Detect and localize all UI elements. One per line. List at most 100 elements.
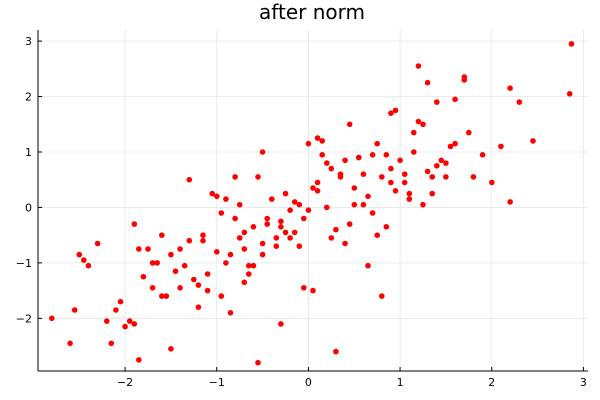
data-point bbox=[149, 260, 156, 266]
data-point bbox=[200, 237, 206, 244]
data-point bbox=[177, 285, 183, 291]
data-point bbox=[342, 240, 348, 247]
data-point bbox=[498, 143, 504, 150]
data-point bbox=[319, 138, 326, 144]
data-point bbox=[360, 171, 367, 177]
data-point bbox=[81, 257, 87, 263]
data-point bbox=[415, 118, 422, 125]
data-point bbox=[479, 152, 486, 158]
data-point bbox=[310, 287, 316, 294]
data-point bbox=[392, 107, 399, 114]
data-point bbox=[411, 149, 417, 155]
data-point bbox=[195, 304, 202, 311]
data-point bbox=[181, 262, 188, 269]
data-point bbox=[67, 340, 73, 347]
data-point bbox=[163, 293, 170, 299]
data-point bbox=[392, 188, 399, 194]
data-point bbox=[383, 152, 390, 158]
data-point bbox=[255, 174, 261, 180]
x-tick-label: 1 bbox=[397, 376, 404, 389]
x-tick-label: −2 bbox=[117, 376, 133, 389]
data-point bbox=[443, 174, 449, 180]
data-point bbox=[365, 193, 371, 200]
data-point bbox=[383, 224, 390, 230]
data-point bbox=[507, 85, 513, 91]
data-point bbox=[337, 174, 344, 180]
data-point bbox=[324, 204, 330, 211]
data-point bbox=[365, 262, 371, 269]
y-tick-label: 1 bbox=[25, 146, 32, 159]
y-tick-label: 3 bbox=[25, 35, 32, 48]
data-point bbox=[301, 285, 307, 291]
data-point bbox=[168, 346, 174, 352]
tick-labels: −2 −1 0 1 2 3 −2 −1 0 1 2 3 bbox=[16, 35, 587, 389]
data-point bbox=[269, 196, 275, 202]
data-point bbox=[214, 193, 220, 200]
data-point bbox=[429, 190, 436, 197]
data-point bbox=[136, 357, 142, 363]
data-point bbox=[232, 174, 238, 180]
data-point bbox=[443, 160, 449, 166]
data-point bbox=[310, 185, 316, 191]
data-point bbox=[324, 160, 330, 166]
data-point bbox=[227, 310, 234, 316]
data-point bbox=[259, 240, 266, 247]
data-point bbox=[236, 235, 243, 241]
data-point bbox=[401, 171, 408, 177]
data-point bbox=[434, 99, 440, 105]
data-point bbox=[278, 224, 284, 230]
data-point bbox=[342, 157, 348, 164]
data-point bbox=[282, 229, 289, 236]
data-point bbox=[259, 149, 266, 155]
data-point bbox=[287, 207, 293, 213]
data-points bbox=[49, 41, 575, 366]
data-point bbox=[314, 179, 321, 186]
data-point bbox=[406, 196, 413, 202]
data-point bbox=[227, 251, 234, 258]
x-tick-label: 2 bbox=[488, 376, 495, 389]
data-point bbox=[401, 179, 408, 186]
data-point bbox=[232, 215, 238, 222]
data-point bbox=[154, 260, 160, 266]
data-point bbox=[278, 218, 284, 225]
data-point bbox=[241, 246, 248, 252]
data-point bbox=[452, 96, 458, 103]
data-point bbox=[282, 190, 289, 197]
data-point bbox=[200, 232, 206, 238]
x-tick-label: 0 bbox=[305, 376, 312, 389]
data-point bbox=[328, 235, 335, 241]
data-point bbox=[255, 359, 261, 366]
data-point bbox=[264, 215, 271, 222]
data-point bbox=[568, 41, 575, 47]
data-point bbox=[168, 251, 174, 258]
data-point bbox=[136, 246, 142, 252]
data-point bbox=[314, 135, 321, 141]
y-tick-label: 0 bbox=[25, 201, 32, 214]
gridlines bbox=[38, 30, 588, 371]
data-point bbox=[319, 152, 326, 158]
data-point bbox=[85, 262, 92, 269]
data-point bbox=[516, 99, 523, 105]
data-point bbox=[186, 176, 193, 183]
data-point bbox=[159, 293, 165, 299]
data-point bbox=[204, 287, 211, 294]
data-point bbox=[172, 268, 179, 275]
data-point bbox=[264, 221, 271, 227]
data-point bbox=[241, 229, 248, 236]
data-point bbox=[76, 251, 83, 258]
data-point bbox=[461, 77, 468, 83]
data-point bbox=[113, 307, 119, 313]
data-point bbox=[388, 179, 394, 186]
data-point bbox=[333, 348, 339, 355]
data-point bbox=[356, 154, 362, 161]
data-point bbox=[301, 215, 307, 222]
data-point bbox=[49, 315, 55, 322]
data-point bbox=[214, 249, 220, 255]
data-point bbox=[470, 174, 477, 180]
data-point bbox=[250, 224, 257, 230]
data-point bbox=[411, 129, 417, 136]
data-point bbox=[388, 165, 394, 172]
data-point bbox=[374, 140, 381, 147]
data-point bbox=[296, 201, 303, 208]
